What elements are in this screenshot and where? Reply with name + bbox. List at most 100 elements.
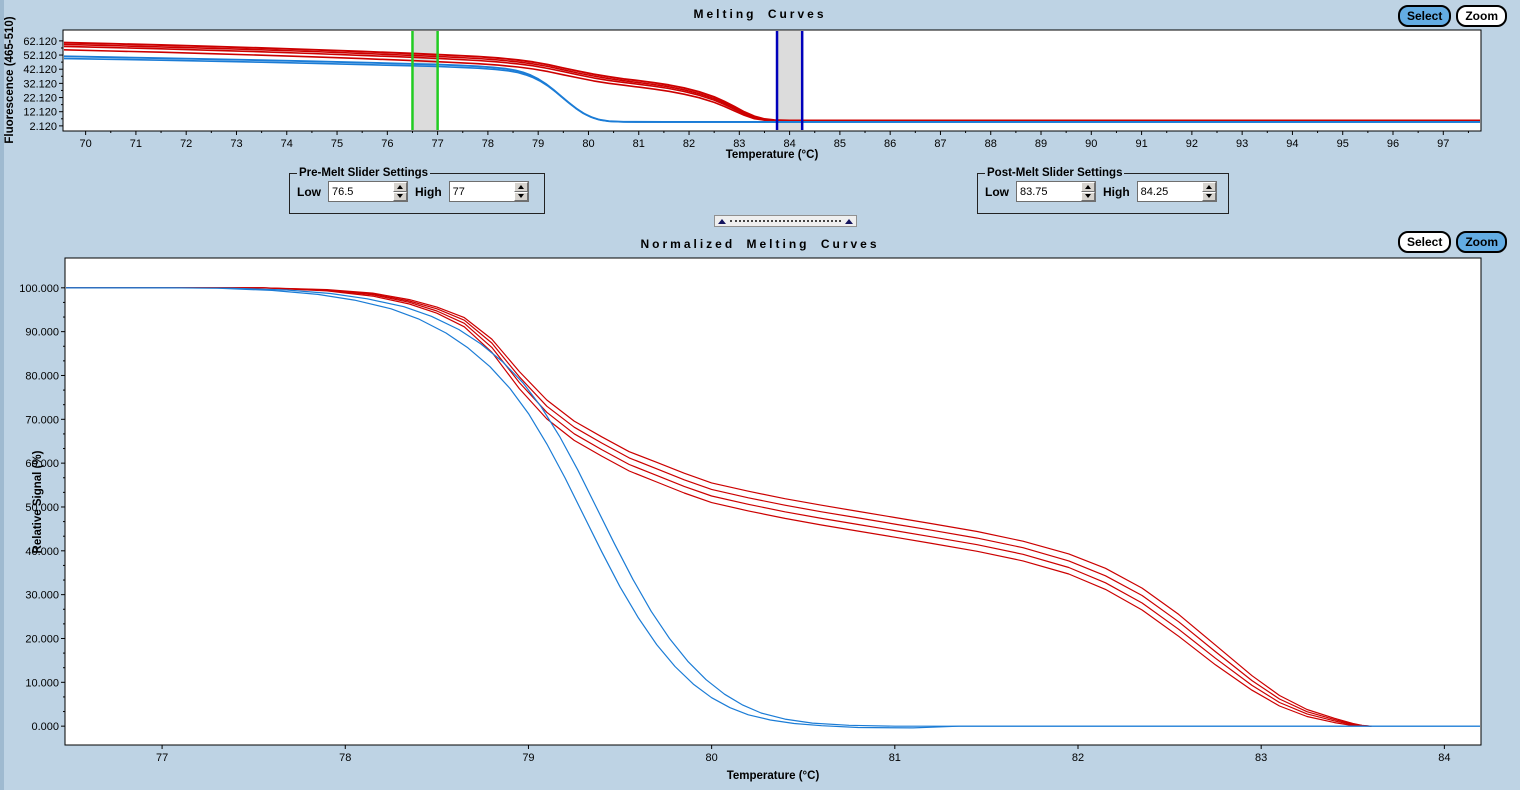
post-melt-low-decrement-button[interactable]	[1081, 191, 1095, 201]
svg-text:70.000: 70.000	[25, 414, 59, 426]
post-melt-legend: Post-Melt Slider Settings	[987, 167, 1123, 179]
melting-curves-title: Melting Curves	[693, 7, 827, 21]
svg-text:76: 76	[381, 138, 393, 150]
arrow-up-icon	[517, 184, 524, 189]
arrow-up-icon	[397, 184, 403, 189]
svg-text:83: 83	[733, 138, 745, 150]
svg-text:40.000: 40.000	[25, 546, 59, 558]
pre-melt-low-input[interactable]	[329, 182, 393, 201]
normalized-x-axis-label: Temperature (°C)	[726, 770, 820, 782]
arrow-down-icon	[1085, 194, 1091, 199]
svg-text:87: 87	[934, 138, 946, 150]
normalized-zoom-button[interactable]: Zoom	[1456, 231, 1507, 253]
arrow-down-icon	[397, 194, 403, 199]
svg-text:60.000: 60.000	[25, 458, 59, 470]
svg-text:89: 89	[1035, 138, 1047, 150]
post-melt-low-increment-button[interactable]	[1081, 182, 1095, 192]
window-left-edge	[0, 0, 4, 790]
melting-select-button[interactable]: Select	[1397, 5, 1452, 27]
normalized-melting-curves-title: Normalized Melting Curves	[640, 237, 880, 251]
melting-curves-toolbar: Select Zoom	[1397, 5, 1507, 27]
svg-text:73: 73	[230, 138, 242, 150]
svg-text:70: 70	[80, 138, 92, 150]
melting-curves-plot[interactable]: 70 71 72 73 74 75 76 77 78 79 80 81 82 83 84 85 86 87 88 89…	[0, 0, 1520, 170]
svg-text:62.120: 62.120	[23, 36, 57, 48]
pre-melt-low-label: Low	[297, 184, 321, 199]
svg-text:74: 74	[281, 138, 293, 150]
pre-melt-low-increment-button[interactable]	[393, 182, 407, 192]
pre-melt-row: Low High	[297, 181, 537, 202]
temperature-range-slider[interactable]	[714, 215, 857, 227]
arrow-down-icon	[517, 194, 524, 199]
svg-text:42.120: 42.120	[23, 64, 57, 76]
slider-right-arrow-icon[interactable]	[845, 218, 853, 224]
post-melt-low-spinner	[1016, 181, 1096, 202]
svg-text:0.000: 0.000	[31, 721, 59, 733]
post-melt-high-label: High	[1103, 184, 1130, 199]
svg-text:75: 75	[331, 138, 343, 150]
post-melt-low-label: Low	[985, 184, 1009, 199]
post-melt-high-spinner	[1136, 181, 1217, 202]
svg-text:52.120: 52.120	[23, 50, 57, 62]
svg-text:80.000: 80.000	[25, 370, 59, 382]
post-melt-row: Low High	[985, 181, 1221, 202]
pre-melt-high-increment-button[interactable]	[513, 182, 528, 192]
svg-text:30.000: 30.000	[25, 590, 59, 602]
svg-text:71: 71	[130, 138, 142, 150]
svg-text:81: 81	[889, 752, 901, 764]
svg-text:84: 84	[783, 138, 795, 150]
svg-text:82: 82	[1072, 752, 1084, 764]
pre-melt-low-spinner	[328, 181, 408, 202]
svg-text:100.000: 100.000	[19, 283, 59, 295]
normalized-melting-curves-plot[interactable]: 77 78 79 80 81 82 83 84 100.000 90.000 80.000 70.00…	[0, 252, 1520, 790]
slider-left-arrow-icon[interactable]	[718, 218, 726, 224]
pre-melt-slider-settings: Pre-Melt Slider Settings Low High	[289, 167, 545, 214]
svg-text:84: 84	[1438, 752, 1450, 764]
post-melt-slider-settings: Post-Melt Slider Settings Low High	[977, 167, 1229, 214]
normalized-select-button[interactable]: Select	[1397, 231, 1452, 253]
melting-x-axis-label: Temperature (°C)	[725, 149, 819, 161]
svg-text:97: 97	[1437, 138, 1449, 150]
svg-text:82: 82	[683, 138, 695, 150]
pre-melt-legend: Pre-Melt Slider Settings	[299, 167, 429, 179]
pre-melt-high-input[interactable]	[449, 182, 514, 201]
svg-text:10.000: 10.000	[25, 677, 59, 689]
arrow-up-icon	[1205, 184, 1212, 189]
svg-text:2.120: 2.120	[29, 121, 57, 133]
normalized-curves-toolbar: Select Zoom	[1397, 231, 1507, 253]
post-melt-low-input[interactable]	[1017, 182, 1081, 201]
pre-melt-low-decrement-button[interactable]	[393, 191, 407, 201]
svg-text:50.000: 50.000	[25, 502, 59, 514]
svg-text:12.120: 12.120	[23, 107, 57, 119]
svg-text:92: 92	[1186, 138, 1198, 150]
svg-text:85: 85	[834, 138, 846, 150]
svg-text:20.000: 20.000	[25, 633, 59, 645]
svg-text:96: 96	[1387, 138, 1399, 150]
svg-text:77: 77	[431, 138, 443, 150]
melting-zoom-button[interactable]: Zoom	[1456, 5, 1507, 27]
svg-text:79: 79	[522, 752, 534, 764]
svg-text:95: 95	[1337, 138, 1349, 150]
pre-melt-high-decrement-button[interactable]	[513, 191, 528, 201]
svg-text:91: 91	[1135, 138, 1147, 150]
post-melt-high-input[interactable]	[1137, 182, 1202, 201]
post-melt-high-increment-button[interactable]	[1201, 182, 1216, 192]
svg-text:78: 78	[482, 138, 494, 150]
svg-text:77: 77	[156, 752, 168, 764]
svg-text:22.120: 22.120	[23, 93, 57, 105]
svg-text:80: 80	[706, 752, 718, 764]
svg-text:81: 81	[633, 138, 645, 150]
arrow-down-icon	[1205, 194, 1212, 199]
svg-text:72: 72	[180, 138, 192, 150]
slider-track[interactable]	[730, 220, 841, 222]
svg-text:78: 78	[339, 752, 351, 764]
svg-text:86: 86	[884, 138, 896, 150]
pre-melt-high-spinner	[448, 181, 529, 202]
svg-text:32.120: 32.120	[23, 78, 57, 90]
post-melt-high-decrement-button[interactable]	[1201, 191, 1216, 201]
svg-text:83: 83	[1255, 752, 1267, 764]
svg-text:90: 90	[1085, 138, 1097, 150]
pre-melt-high-label: High	[415, 184, 442, 199]
svg-text:80: 80	[582, 138, 594, 150]
